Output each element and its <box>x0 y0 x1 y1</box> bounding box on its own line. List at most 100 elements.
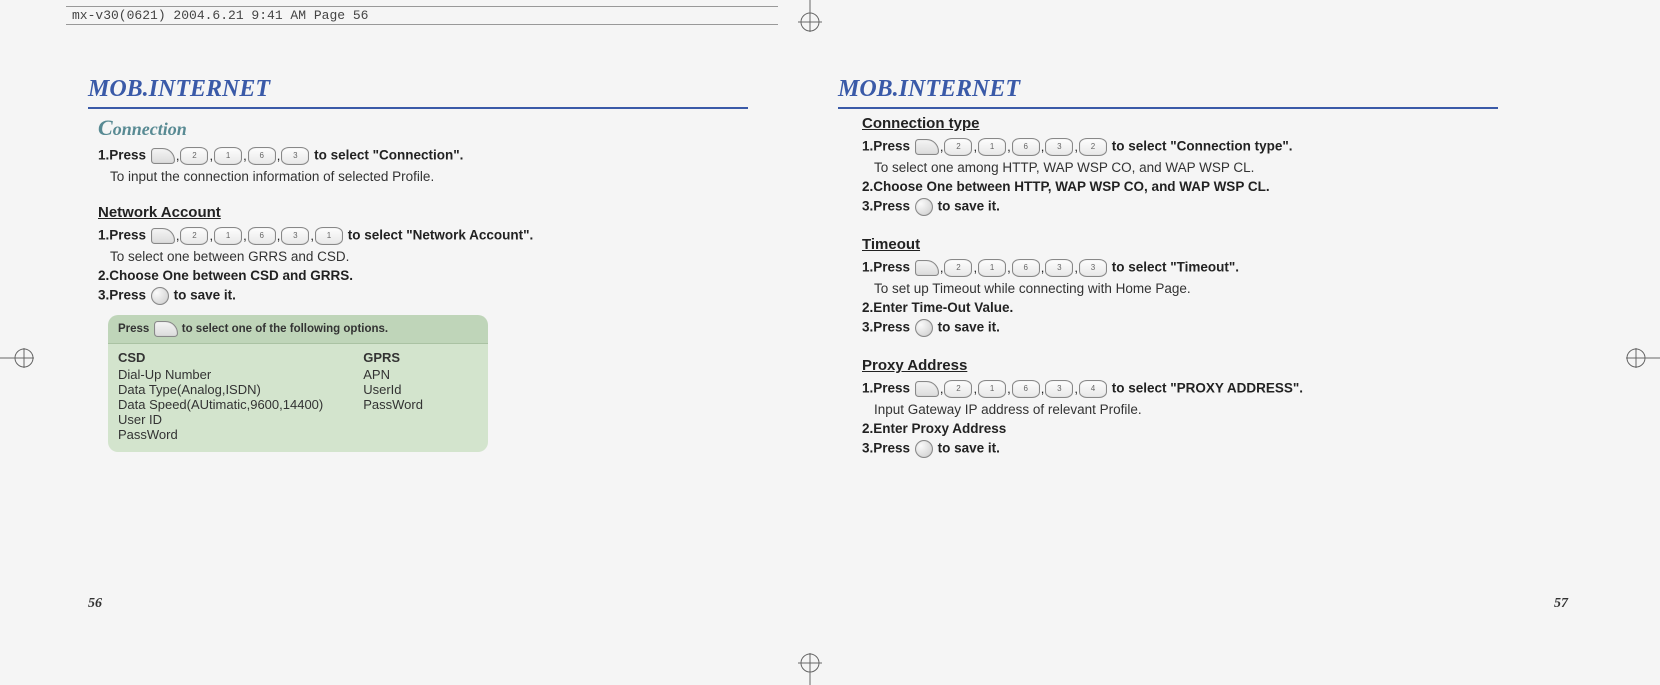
ok-key-icon <box>915 440 933 458</box>
key-seq: ,2,1,6,3 <box>150 148 311 163</box>
gprs-heading: GPRS <box>363 350 423 365</box>
step-text: 2.Enter Proxy Address <box>862 421 1006 436</box>
options-col-csd: CSD Dial-Up NumberData Type(Analog,ISDN)… <box>118 350 323 442</box>
step-ct-2: 2.Choose One between HTTP, WAP WSP CO, a… <box>862 179 1498 194</box>
menu-key-icon <box>151 228 175 244</box>
step-net-2: 2.Choose One between CSD and GRRS. <box>98 268 748 283</box>
left-page: MOB.INTERNET Connection 1.Press ,2,1,6,3… <box>88 76 748 452</box>
digit-key-icon: 3 <box>1079 259 1107 277</box>
comma: , <box>1007 139 1011 154</box>
opt-h-b: to select one of the following options. <box>182 323 388 335</box>
key-seq: ,2,1,6,3,3 <box>914 260 1108 275</box>
subhead-timeout: Timeout <box>862 236 1498 253</box>
note-conn-1: To input the connection information of s… <box>110 169 748 184</box>
comma: , <box>176 228 180 243</box>
comma: , <box>1074 381 1078 396</box>
note-px-1: Input Gateway IP address of relevant Pro… <box>874 402 1498 417</box>
step-to-1: 1.Press ,2,1,6,3,3 to select "Timeout". <box>862 259 1498 277</box>
note-to-1: To set up Timeout while connecting with … <box>874 281 1498 296</box>
options-header: Press to select one of the following opt… <box>108 315 488 344</box>
comma: , <box>209 148 213 163</box>
digit-key-icon: 2 <box>944 138 972 156</box>
list-item: PassWord <box>363 397 423 412</box>
comma: , <box>243 228 247 243</box>
step-suffix: to select "Connection". <box>314 148 463 163</box>
step-suffix: to select "Timeout". <box>1112 260 1239 275</box>
step-prefix: 1.Press <box>98 228 146 243</box>
digit-key-icon: 1 <box>214 227 242 245</box>
subhead-connection-type: Connection type <box>862 115 1498 132</box>
comma: , <box>1041 139 1045 154</box>
step-suffix: to select "Connection type". <box>1112 139 1293 154</box>
comma: , <box>940 381 944 396</box>
comma: , <box>1007 260 1011 275</box>
comma: , <box>243 148 247 163</box>
step-text: 2.Enter Time-Out Value. <box>862 300 1013 315</box>
comma: , <box>1041 381 1045 396</box>
step-suffix: to select "PROXY ADDRESS". <box>1112 381 1303 396</box>
comma: , <box>209 228 213 243</box>
comma: , <box>277 228 281 243</box>
step-px-3: 3.Press to save it. <box>862 440 1498 458</box>
digit-key-icon: 6 <box>1012 259 1040 277</box>
digit-key-icon: 1 <box>978 380 1006 398</box>
right-page: MOB.INTERNET Connection type 1.Press ,2,… <box>838 76 1498 462</box>
digit-key-icon: 2 <box>944 259 972 277</box>
step-prefix: 3.Press <box>862 320 910 335</box>
digit-key-icon: 3 <box>1045 380 1073 398</box>
subhead-proxy-address: Proxy Address <box>862 357 1498 374</box>
page-number-right: 57 <box>1554 596 1568 612</box>
step-suffix: to save it. <box>174 288 236 303</box>
digit-key-icon: 1 <box>315 227 343 245</box>
comma: , <box>1074 260 1078 275</box>
step-to-2: 2.Enter Time-Out Value. <box>862 300 1498 315</box>
step-suffix: to save it. <box>938 320 1000 335</box>
list-item: User ID <box>118 412 323 427</box>
digit-key-icon: 1 <box>214 147 242 165</box>
step-suffix: to select "Network Account". <box>348 228 534 243</box>
step-suffix: to save it. <box>938 199 1000 214</box>
step-ct-1: 1.Press ,2,1,6,3,2 to select "Connection… <box>862 138 1498 156</box>
digit-key-icon: 4 <box>1079 380 1107 398</box>
note-ct-1: To select one among HTTP, WAP WSP CO, an… <box>874 160 1498 175</box>
step-text: 2.Choose One between CSD and GRRS. <box>98 268 353 283</box>
digit-key-icon: 3 <box>281 147 309 165</box>
gprs-list: APNUserIdPassWord <box>363 367 423 412</box>
digit-key-icon: 2 <box>180 147 208 165</box>
options-col-gprs: GPRS APNUserIdPassWord <box>363 350 423 442</box>
menu-key-icon <box>154 321 178 337</box>
comma: , <box>310 228 314 243</box>
ok-key-icon <box>915 319 933 337</box>
digit-key-icon: 3 <box>1045 138 1073 156</box>
step-prefix: 3.Press <box>98 288 146 303</box>
step-px-1: 1.Press ,2,1,6,3,4 to select "PROXY ADDR… <box>862 380 1498 398</box>
comma: , <box>1074 139 1078 154</box>
comma: , <box>1007 381 1011 396</box>
page-title-right: MOB.INTERNET <box>838 76 1498 109</box>
digit-key-icon: 2 <box>180 227 208 245</box>
comma: , <box>940 139 944 154</box>
comma: , <box>973 381 977 396</box>
list-item: Data Type(Analog,ISDN) <box>118 382 323 397</box>
note-net-1: To select one between GRRS and CSD. <box>110 249 748 264</box>
digit-key-icon: 6 <box>1012 138 1040 156</box>
list-item: Data Speed(AUtimatic,9600,14400) <box>118 397 323 412</box>
key-seq: ,2,1,6,3,2 <box>914 139 1108 154</box>
comma: , <box>1041 260 1045 275</box>
key-seq: ,2,1,6,3,4 <box>914 381 1108 396</box>
step-conn-1: 1.Press ,2,1,6,3 to select "Connection". <box>98 147 748 165</box>
options-box: Press to select one of the following opt… <box>108 315 488 452</box>
digit-key-icon: 6 <box>248 227 276 245</box>
digit-key-icon: 6 <box>1012 380 1040 398</box>
registration-mark-left <box>0 338 38 383</box>
comma: , <box>277 148 281 163</box>
digit-key-icon: 6 <box>248 147 276 165</box>
step-net-3: 3.Press to save it. <box>98 287 748 305</box>
page-title-left: MOB.INTERNET <box>88 76 748 109</box>
step-prefix: 3.Press <box>862 199 910 214</box>
digit-key-icon: 1 <box>978 259 1006 277</box>
opt-h-a: Press <box>118 323 149 335</box>
comma: , <box>973 139 977 154</box>
subhead-network-account: Network Account <box>98 204 748 221</box>
step-prefix: 1.Press <box>862 381 910 396</box>
